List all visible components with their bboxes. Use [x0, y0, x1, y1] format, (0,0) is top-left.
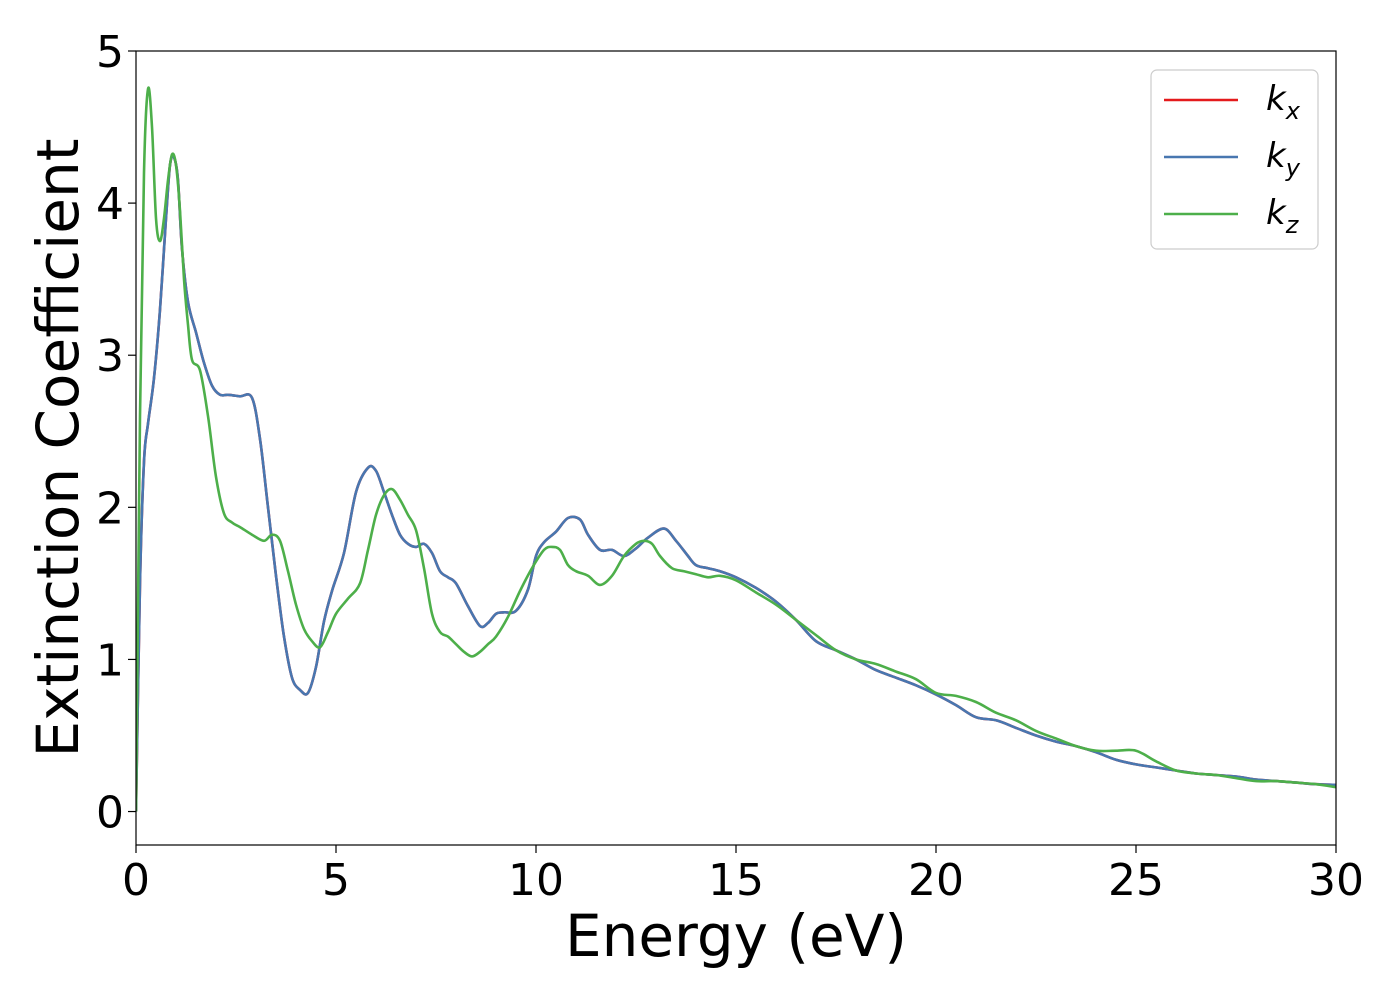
axis-ticks: 0 5 10 15 20 25 30 0 1 2 3 4 5: [96, 27, 1364, 906]
y-tick-label: 5: [96, 27, 124, 78]
legend-label-z: kz: [1266, 193, 1300, 239]
x-axis-label: Energy (eV): [565, 902, 907, 970]
y-tick-label: 4: [96, 179, 124, 230]
x-tick-label: 30: [1308, 855, 1364, 906]
x-tick-label: 0: [122, 855, 150, 906]
y-axis-label: Extinction Coefficient: [24, 139, 92, 758]
legend: kx ky kz: [1150, 69, 1319, 250]
y-tick-label: 3: [96, 331, 124, 382]
legend-label-x: kx: [1266, 79, 1301, 125]
series-line-y: [136, 154, 1336, 812]
series-line-x: [136, 154, 1336, 812]
x-tick-label: 20: [908, 855, 964, 906]
y-tick-label: 0: [96, 788, 124, 839]
x-tick-label: 15: [708, 855, 764, 906]
series-lines: [136, 86, 1336, 812]
series-line-z: [136, 86, 1336, 812]
y-tick-label: 1: [96, 635, 124, 686]
x-tick-label: 5: [322, 855, 350, 906]
legend-box: [1150, 69, 1319, 250]
x-tick-label: 25: [1108, 855, 1164, 906]
y-tick-label: 2: [96, 483, 124, 534]
legend-label-y: ky: [1266, 136, 1301, 182]
x-tick-label: 10: [508, 855, 564, 906]
